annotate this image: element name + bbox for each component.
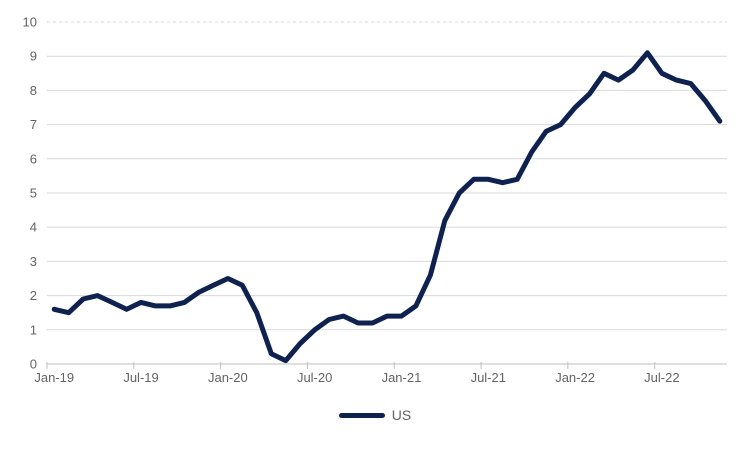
- x-axis-tick-label: Jan-22: [555, 370, 595, 385]
- y-axis-tick-label: 0: [30, 357, 37, 372]
- y-axis-tick-label: 10: [23, 15, 37, 30]
- x-axis-tick-label: Jan-19: [34, 370, 74, 385]
- legend-label: US: [391, 407, 412, 423]
- legend: US: [0, 408, 750, 422]
- us-series-line: [51, 50, 723, 364]
- y-axis-tick-label: 2: [30, 288, 37, 303]
- y-axis-tick-label: 8: [30, 83, 37, 98]
- x-axis-tick-label: Jan-21: [382, 370, 422, 385]
- y-axis-tick-label: 7: [30, 117, 37, 132]
- x-axis-tick-label: Jul-20: [297, 370, 332, 385]
- y-axis-tick-label: 5: [30, 186, 37, 201]
- x-axis-tick-label: Jul-19: [123, 370, 158, 385]
- x-axis-tick-label: Jan-20: [208, 370, 248, 385]
- y-axis-tick-label: 4: [30, 220, 37, 235]
- x-axis-tick-label: Jul-22: [644, 370, 679, 385]
- line-chart-plot: 0 1 2 3 4 5 6 7 8 9 10 Jan-19 Jul-19 Jan-20 Jul-20 Jan-…: [23, 15, 727, 385]
- y-axis-tick-label: 3: [30, 254, 37, 269]
- x-axis-tick-label: Jul-21: [471, 370, 506, 385]
- y-axis-tick-label: 1: [30, 322, 37, 337]
- legend-line-swatch: [338, 412, 385, 418]
- y-axis-tick-label: 9: [30, 49, 37, 64]
- y-axis-tick-label: 6: [30, 151, 37, 166]
